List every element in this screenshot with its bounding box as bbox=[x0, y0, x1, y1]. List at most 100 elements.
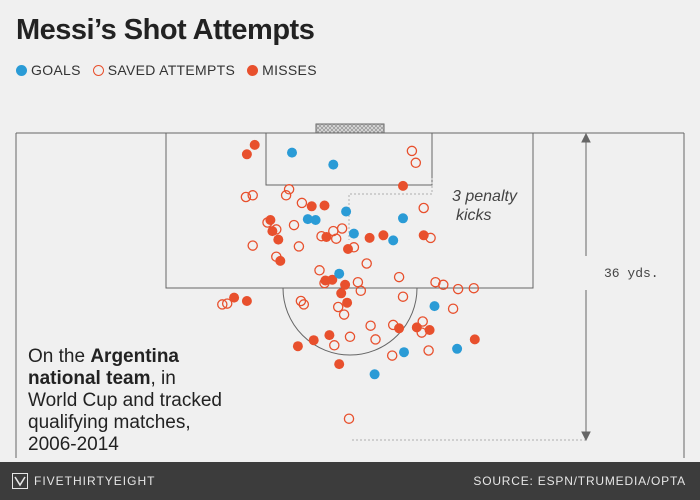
goal-point bbox=[302, 214, 313, 225]
brand: FIVETHIRTYEIGHT bbox=[12, 473, 155, 489]
penalty-annotation-line2: kicks bbox=[456, 207, 492, 224]
goal-point bbox=[399, 347, 409, 358]
miss-point bbox=[336, 288, 347, 299]
saved-point bbox=[417, 316, 428, 327]
saved-point bbox=[355, 285, 367, 297]
source-credit: SOURCE: ESPN/TRUMEDIA/OPTA bbox=[473, 474, 686, 488]
miss-point bbox=[229, 292, 240, 303]
miss-point bbox=[275, 255, 286, 266]
miss-point bbox=[249, 139, 260, 150]
saved-point bbox=[329, 340, 340, 351]
goal-dot-icon bbox=[16, 64, 27, 76]
miss-point bbox=[319, 200, 330, 211]
saved-point bbox=[397, 291, 409, 302]
goal-net bbox=[315, 123, 385, 134]
saved-point bbox=[344, 331, 356, 343]
saved-point bbox=[298, 299, 310, 310]
goal-point bbox=[388, 235, 399, 246]
caption: On the Argentina national team, in World… bbox=[28, 346, 228, 456]
penalty-annotation-line1: 3 penalty bbox=[452, 188, 518, 205]
saved-point bbox=[423, 345, 434, 356]
saved-point bbox=[280, 190, 292, 201]
miss-point bbox=[411, 322, 422, 333]
legend-label-misses: MISSES bbox=[262, 62, 317, 78]
saved-point bbox=[447, 303, 459, 314]
miss-point bbox=[273, 234, 284, 245]
goal-point bbox=[452, 343, 463, 354]
saved-point bbox=[343, 413, 355, 424]
saved-point bbox=[338, 309, 350, 320]
penalty-guide bbox=[348, 178, 433, 240]
saved-point bbox=[418, 202, 429, 214]
saved-point bbox=[221, 298, 233, 309]
saved-point bbox=[352, 276, 364, 288]
goal-point bbox=[287, 147, 297, 158]
goal-point bbox=[369, 369, 380, 380]
saved-point bbox=[330, 233, 342, 244]
miss-point bbox=[378, 230, 389, 241]
miss-point bbox=[364, 232, 375, 243]
miss-point bbox=[292, 341, 303, 352]
saved-point bbox=[296, 197, 308, 209]
brand-name: FIVETHIRTYEIGHT bbox=[34, 474, 156, 488]
distance-arrow bbox=[581, 132, 591, 442]
saved-point bbox=[295, 295, 307, 307]
legend: GOALS SAVED ATTEMPTS MISSES bbox=[16, 62, 329, 78]
miss-point bbox=[424, 325, 435, 335]
miss-point bbox=[469, 334, 480, 345]
miss-dot-icon bbox=[247, 64, 259, 76]
fivethirtyeight-logo-icon bbox=[12, 473, 28, 489]
distance-label: 36 yds. bbox=[604, 266, 659, 281]
chart-title: Messi’s Shot Attempts bbox=[16, 14, 315, 46]
miss-point bbox=[324, 330, 335, 341]
saved-point bbox=[438, 279, 449, 291]
arrowhead-down-icon bbox=[581, 431, 591, 442]
caption-bold: Argentina national team bbox=[28, 346, 180, 389]
miss-point bbox=[267, 226, 278, 237]
saved-point bbox=[430, 276, 441, 288]
saved-point bbox=[393, 271, 405, 283]
legend-item-saved: SAVED ATTEMPTS bbox=[92, 62, 236, 78]
miss-point bbox=[343, 244, 353, 254]
saved-point bbox=[336, 223, 348, 234]
saved-ring-icon bbox=[92, 64, 104, 76]
saved-point bbox=[283, 184, 295, 195]
footer: FIVETHIRTYEIGHT SOURCE: ESPN/TRUMEDIA/OP… bbox=[0, 462, 700, 500]
miss-point bbox=[342, 297, 353, 308]
saved-point bbox=[370, 334, 381, 345]
penalty-arc bbox=[282, 287, 418, 356]
goal-point bbox=[310, 215, 321, 225]
goal-point bbox=[334, 268, 345, 279]
miss-point bbox=[321, 232, 332, 242]
goal-point bbox=[429, 301, 440, 312]
saved-point bbox=[293, 241, 305, 252]
legend-item-goals: GOALS bbox=[16, 62, 81, 78]
miss-point bbox=[327, 274, 338, 285]
saved-point bbox=[288, 219, 300, 231]
distance-guides bbox=[348, 178, 586, 441]
miss-point bbox=[394, 323, 405, 334]
arrowhead-up-icon bbox=[581, 132, 591, 143]
saved-point bbox=[386, 350, 398, 361]
saved-point bbox=[247, 240, 258, 251]
saved-point bbox=[240, 191, 252, 203]
saved-point bbox=[217, 299, 228, 310]
saved-point bbox=[314, 265, 325, 276]
goal-point bbox=[328, 159, 339, 170]
caption-suffix: , in World Cup and tracked qualifying ma… bbox=[28, 368, 222, 455]
miss-point bbox=[306, 201, 317, 212]
six-yard-box bbox=[265, 132, 433, 186]
miss-point bbox=[241, 149, 252, 160]
miss-point bbox=[265, 215, 276, 225]
saved-point bbox=[410, 157, 422, 169]
saved-point bbox=[452, 283, 464, 295]
goal-point bbox=[398, 213, 408, 224]
legend-item-misses: MISSES bbox=[247, 62, 317, 78]
miss-point bbox=[241, 296, 252, 306]
legend-label-saved: SAVED ATTEMPTS bbox=[107, 62, 236, 78]
saved-point bbox=[468, 282, 480, 294]
shot-points bbox=[217, 139, 480, 424]
saved-point bbox=[332, 301, 344, 313]
saved-point bbox=[361, 258, 372, 269]
miss-point bbox=[418, 230, 429, 241]
